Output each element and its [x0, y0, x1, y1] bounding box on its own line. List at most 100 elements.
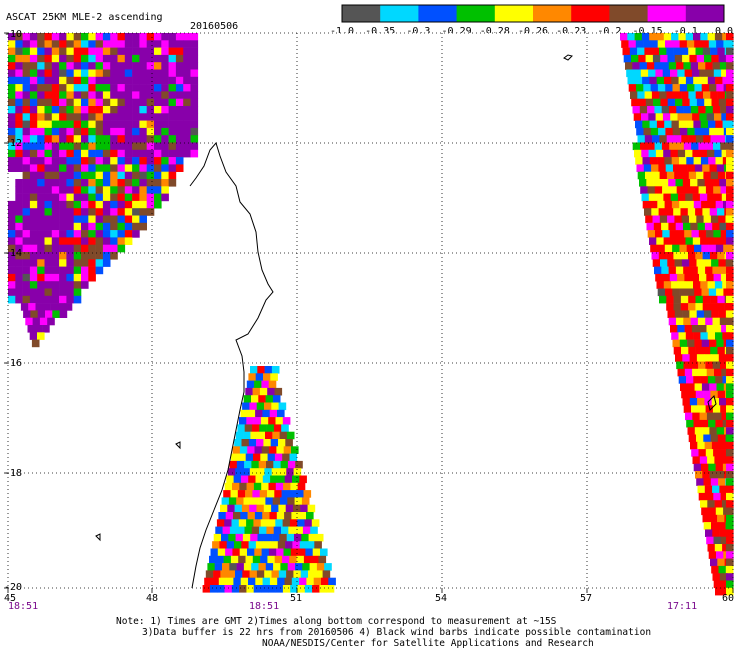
wind-cell: [102, 62, 111, 70]
wind-cell: [95, 62, 104, 70]
wind-cell: [726, 405, 734, 413]
wind-cell: [37, 47, 45, 56]
wind-cell: [704, 222, 713, 231]
wind-cell: [652, 135, 660, 143]
wind-cell: [8, 208, 16, 216]
wind-cell: [59, 106, 67, 114]
wind-cell: [139, 142, 147, 151]
wind-cell: [295, 526, 304, 535]
wind-cell: [81, 127, 89, 136]
wind-cell: [263, 504, 272, 513]
wind-cell: [704, 485, 713, 494]
wind-cell: [675, 354, 683, 362]
wind-cell: [303, 490, 312, 498]
wind-cell: [306, 512, 314, 520]
wind-cell: [713, 536, 722, 545]
wind-cell: [124, 179, 133, 187]
wind-cell: [673, 346, 682, 355]
wind-cell: [716, 339, 724, 348]
wind-cell: [647, 106, 655, 114]
wind-cell: [693, 120, 701, 129]
wind-cell: [81, 113, 89, 121]
wind-cell: [312, 585, 320, 593]
wind-cell: [51, 266, 60, 275]
wind-cell: [315, 570, 323, 578]
wind-cell: [168, 120, 177, 129]
wind-cell: [154, 193, 162, 202]
wind-cell: [662, 69, 671, 78]
wind-cell: [696, 310, 705, 318]
wind-cell: [37, 208, 45, 216]
wind-cell: [655, 69, 663, 78]
wind-cell: [59, 179, 67, 187]
wind-cell: [272, 395, 281, 403]
wind-cell: [714, 149, 722, 158]
wind-cell: [257, 533, 266, 542]
wind-cell: [246, 482, 255, 491]
wind-cell: [95, 113, 104, 121]
wind-cell: [697, 485, 706, 494]
lon-tick-51: 51: [290, 593, 302, 604]
wind-cell: [656, 76, 665, 85]
wind-cell: [284, 577, 293, 586]
wind-cell: [102, 76, 111, 85]
wind-cell: [719, 266, 728, 275]
wind-cell: [702, 471, 710, 479]
wind-cell: [283, 482, 291, 491]
wind-cell: [154, 127, 162, 136]
wind-cell: [102, 193, 111, 202]
wind-cell: [726, 200, 734, 209]
wind-cell: [73, 193, 82, 202]
wind-cell: [639, 62, 648, 70]
wind-cell: [238, 555, 246, 564]
wind-cell: [95, 266, 104, 275]
wind-cell: [59, 237, 67, 245]
wind-cell: [625, 62, 633, 70]
wind-cell: [694, 84, 702, 92]
wind-cell: [690, 179, 698, 187]
wind-cell: [175, 76, 184, 85]
wind-cell: [623, 54, 632, 63]
wind-cell: [660, 179, 669, 187]
wind-cell: [698, 142, 706, 151]
wind-cell: [51, 237, 60, 245]
wind-cell: [81, 120, 89, 129]
wind-cell: [665, 127, 673, 136]
wind-cell: [117, 142, 126, 151]
wind-cell: [650, 127, 659, 136]
wind-cell: [265, 395, 274, 403]
wind-cell: [51, 281, 60, 289]
wind-cell: [316, 563, 325, 571]
wind-cell: [702, 252, 711, 260]
wind-cell: [168, 149, 177, 158]
wind-cell: [29, 47, 38, 56]
wind-cell: [726, 113, 734, 121]
wind-cell: [175, 62, 184, 70]
wind-cell: [655, 149, 664, 158]
wind-cell: [706, 412, 715, 421]
wind-cell: [15, 288, 23, 297]
wind-cell: [139, 135, 147, 143]
wind-cell: [705, 317, 713, 326]
wind-cell: [15, 295, 23, 304]
wind-cell: [726, 47, 734, 56]
wind-cell: [668, 62, 677, 70]
wind-cell: [15, 91, 23, 99]
wind-cell: [726, 390, 734, 399]
wind-cell: [289, 519, 298, 527]
wind-cell: [168, 54, 177, 63]
wind-cell: [267, 490, 275, 498]
wind-cell: [81, 91, 89, 99]
wind-cell: [709, 514, 718, 523]
wind-cell: [663, 281, 672, 289]
wind-cell: [102, 98, 111, 107]
wind-cell: [161, 91, 169, 99]
wind-cell: [8, 135, 16, 143]
wind-cell: [713, 325, 722, 333]
wind-cell: [673, 47, 682, 56]
wind-cell: [51, 54, 60, 63]
wind-cell: [709, 252, 718, 260]
wind-cell: [117, 193, 126, 202]
wind-cell: [15, 149, 23, 158]
wind-cell: [726, 346, 734, 355]
